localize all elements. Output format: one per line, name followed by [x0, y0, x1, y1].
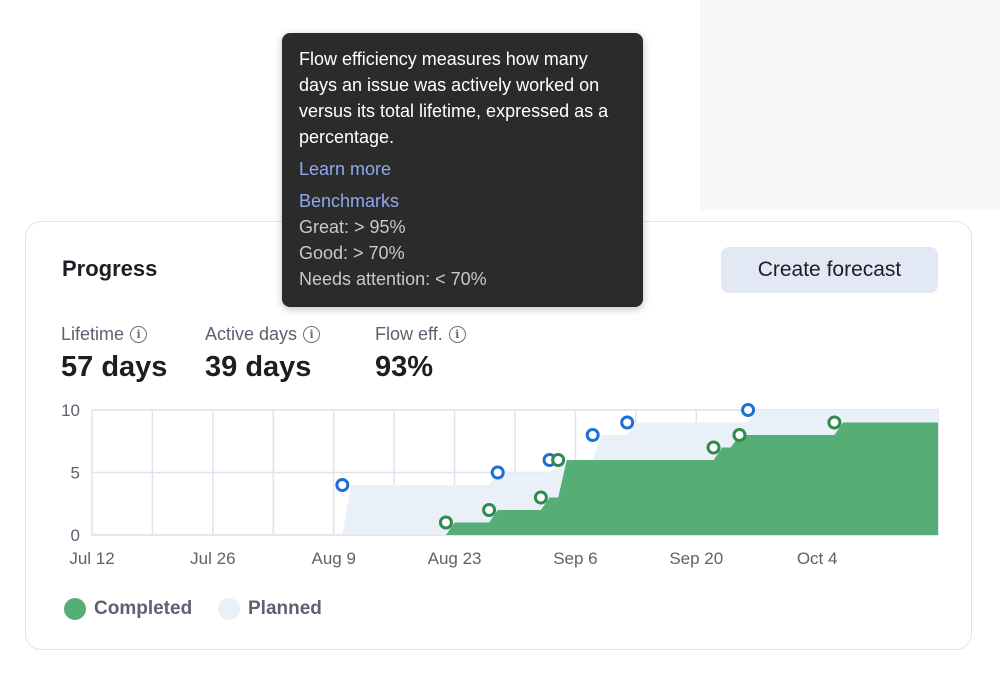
- flow-efficiency-tooltip: Flow efficiency measures how many days a…: [282, 33, 643, 307]
- x-tick-label: Aug 9: [311, 549, 355, 568]
- x-tick-label: Jul 26: [190, 549, 235, 568]
- stat-value-flow-efficiency: 93%: [375, 351, 434, 383]
- completed-area: [445, 422, 938, 535]
- y-tick-label: 5: [71, 464, 80, 483]
- legend-swatch-planned: [218, 598, 240, 620]
- info-icon[interactable]: i: [303, 326, 321, 343]
- x-tick-label: Sep 6: [553, 549, 597, 568]
- stat-value-lifetime: 57 days: [61, 351, 168, 383]
- legend-item-completed: Completed: [64, 598, 192, 620]
- completed-point: [533, 490, 548, 505]
- planned-point: [585, 428, 600, 442]
- info-icon[interactable]: i: [130, 326, 148, 343]
- benchmarks-link[interactable]: Benchmarks: [299, 191, 400, 211]
- x-tick-label: Oct 4: [797, 549, 838, 568]
- create-forecast-button[interactable]: Create forecast: [721, 247, 938, 293]
- legend-label-planned: Planned: [248, 598, 322, 619]
- stat-flow-efficiency: Flow eff. i 93%: [375, 324, 466, 384]
- planned-point: [490, 465, 505, 480]
- learn-more-link[interactable]: Learn more: [299, 159, 392, 179]
- stat-label-lifetime: Lifetime: [61, 324, 125, 344]
- planned-point: [741, 403, 756, 417]
- completed-point: [827, 415, 842, 430]
- stat-label-flow-efficiency: Flow eff.: [375, 324, 443, 344]
- background-panel: [700, 0, 1000, 210]
- legend-label-completed: Completed: [94, 598, 193, 619]
- completed-point: [551, 453, 566, 467]
- benchmark-great: Great: > 95%: [299, 217, 406, 237]
- x-tick-label: Sep 20: [669, 549, 723, 568]
- y-tick-label: 10: [61, 401, 80, 420]
- planned-point: [335, 478, 350, 492]
- info-icon[interactable]: i: [448, 326, 466, 343]
- stat-lifetime: Lifetime i 57 days: [61, 324, 167, 384]
- y-tick-label: 0: [71, 526, 80, 545]
- card-title: Progress: [62, 256, 158, 281]
- x-tick-label: Aug 23: [428, 549, 482, 568]
- tooltip-text: Flow efficiency measures how many days a…: [299, 49, 609, 147]
- completed-point: [706, 440, 721, 455]
- benchmark-needs-attention: Needs attention: < 70%: [299, 269, 487, 289]
- legend-item-planned: Planned: [218, 598, 322, 620]
- legend-swatch-completed: [64, 598, 86, 620]
- completed-point: [482, 503, 497, 517]
- x-tick-label: Jul 12: [69, 549, 114, 568]
- benchmark-good: Good: > 70%: [299, 243, 405, 263]
- stat-value-active-days: 39 days: [205, 351, 312, 383]
- completed-point: [732, 428, 747, 442]
- stat-active-days: Active days i 39 days: [205, 324, 321, 384]
- completed-point: [438, 515, 453, 530]
- stat-label-active-days: Active days: [205, 324, 298, 344]
- planned-point: [620, 415, 635, 430]
